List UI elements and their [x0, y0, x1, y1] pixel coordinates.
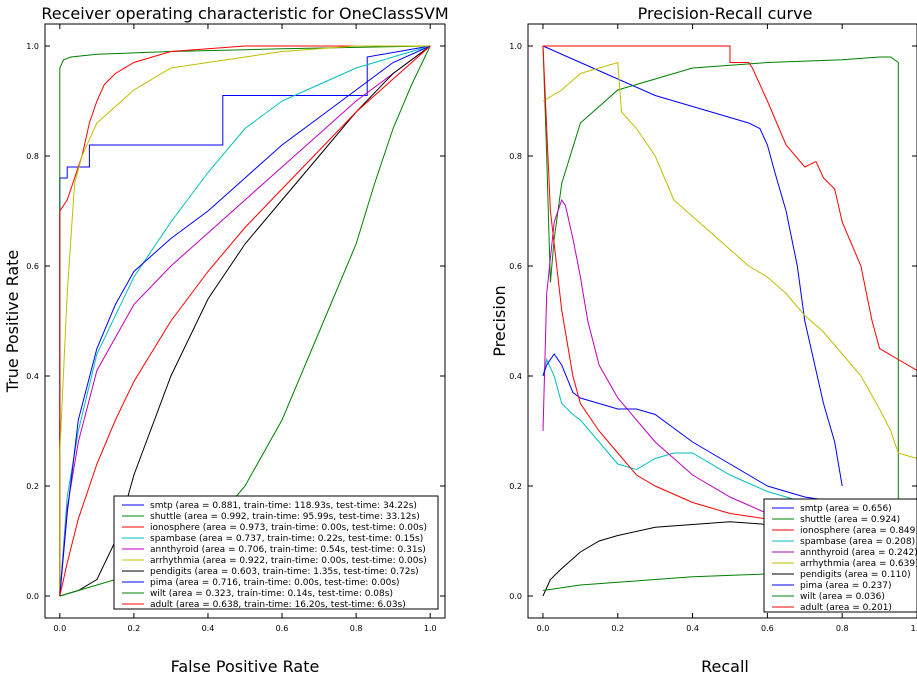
legend-label: annthyroid (area = 0.242)	[800, 548, 917, 558]
x-tick-label: 0.4	[202, 624, 215, 633]
legend: smtp (area = 0.881, train-time: 118.93s,…	[113, 495, 439, 610]
ticks: 0.0 0.2 0.4 0.6 0.8 1.0 0.0 0.2 0.4 0.6 0.8 1.0	[26, 24, 445, 633]
chart-title: Receiver operating characteristic for On…	[41, 4, 448, 23]
legend-label: shuttle (area = 0.924)	[800, 515, 900, 525]
x-tick-label: 0.0	[53, 624, 66, 633]
series-line-3	[59, 45, 431, 597]
roc-chart: Receiver operating characteristic for On…	[3, 4, 449, 676]
legend-label: ionosphere (area = 0.973, train-time: 0.…	[150, 523, 427, 533]
x-tick-label: 1.0	[911, 624, 917, 633]
series-line-5	[542, 61, 917, 459]
y-tick-label: 0.2	[26, 482, 39, 491]
series-line-4	[59, 45, 431, 597]
legend-label: pendigits (area = 0.110)	[800, 570, 911, 580]
precision-recall-chart: Precision-Recall curve Recall Precision …	[490, 4, 917, 676]
legend-label: pima (area = 0.716, train-time: 0.00s, t…	[150, 578, 400, 588]
series-line-0	[59, 45, 431, 596]
legend-label: adult (area = 0.638, train-time: 16.20s,…	[150, 600, 406, 610]
legend-label: arrhythmia (area = 0.639)	[800, 559, 917, 569]
y-tick-label: 0.6	[509, 262, 522, 271]
legend: smtp (area = 0.656)shuttle (area = 0.924…	[763, 498, 917, 613]
y-tick-label: 0.0	[509, 592, 522, 601]
y-tick-label: 0.6	[26, 262, 39, 271]
y-axis-label: True Positive Rate	[3, 250, 22, 394]
y-tick-label: 0.8	[509, 152, 522, 161]
axes-frame	[44, 23, 446, 619]
x-axis-label: False Positive Rate	[171, 657, 320, 676]
legend-label: annthyroid (area = 0.706, train-time: 0.…	[150, 545, 426, 555]
legend-label: wilt (area = 0.323, train-time: 0.14s, t…	[150, 589, 393, 599]
ticks: 0.0 0.2 0.4 0.6 0.8 1.0 0.0 0.2 0.4 0.6 0.8 1.0	[509, 24, 917, 633]
x-tick-label: 0.6	[276, 624, 289, 633]
x-tick-label: 0.0	[537, 624, 550, 633]
legend-label: adult (area = 0.201)	[800, 603, 892, 613]
legend-label: smtp (area = 0.656)	[800, 504, 892, 514]
legend-label: smtp (area = 0.881, train-time: 118.93s,…	[150, 501, 417, 511]
chart-title: Precision-Recall curve	[638, 4, 813, 23]
legend-box	[113, 495, 439, 610]
series-line-2	[543, 45, 917, 371]
y-tick-label: 0.4	[26, 372, 39, 381]
legend-label: pendigits (area = 0.603, train-time: 1.3…	[150, 567, 419, 577]
legend-label: spambase (area = 0.737, train-time: 0.22…	[150, 534, 423, 544]
x-tick-label: 0.2	[128, 624, 141, 633]
legend-label: spambase (area = 0.208)	[800, 537, 915, 547]
y-tick-label: 0.4	[509, 372, 522, 381]
y-tick-label: 1.0	[509, 42, 522, 51]
series-line-1	[59, 45, 431, 596]
axes-frame	[527, 23, 917, 619]
x-tick-label: 0.8	[350, 624, 363, 633]
y-tick-label: 0.0	[26, 592, 39, 601]
y-tick-label: 1.0	[26, 42, 39, 51]
x-axis-label: Recall	[701, 657, 749, 676]
y-tick-label: 0.2	[509, 482, 522, 491]
legend-label: arrhythmia (area = 0.922, train-time: 0.…	[150, 556, 427, 566]
legend-label: wilt (area = 0.036)	[800, 592, 885, 602]
y-tick-label: 0.8	[26, 152, 39, 161]
series-line-7	[59, 45, 431, 597]
series-line-5	[59, 45, 431, 596]
series-line-0	[542, 45, 843, 487]
series-line-1	[542, 45, 899, 596]
legend-label: pima (area = 0.237)	[800, 581, 891, 591]
y-axis-label: Precision	[490, 285, 509, 356]
series-line-2	[59, 45, 431, 596]
x-tick-label: 0.2	[611, 624, 624, 633]
legend-box	[763, 498, 917, 613]
x-tick-label: 0.4	[686, 624, 699, 633]
legend-label: ionosphere (area = 0.849)	[800, 526, 917, 536]
series-line-9	[59, 45, 431, 597]
x-tick-label: 1.0	[424, 624, 437, 633]
plot-area	[59, 45, 431, 597]
x-tick-label: 0.6	[761, 624, 774, 633]
x-tick-label: 0.8	[836, 624, 849, 633]
legend-label: shuttle (area = 0.992, train-time: 95.99…	[150, 512, 420, 522]
